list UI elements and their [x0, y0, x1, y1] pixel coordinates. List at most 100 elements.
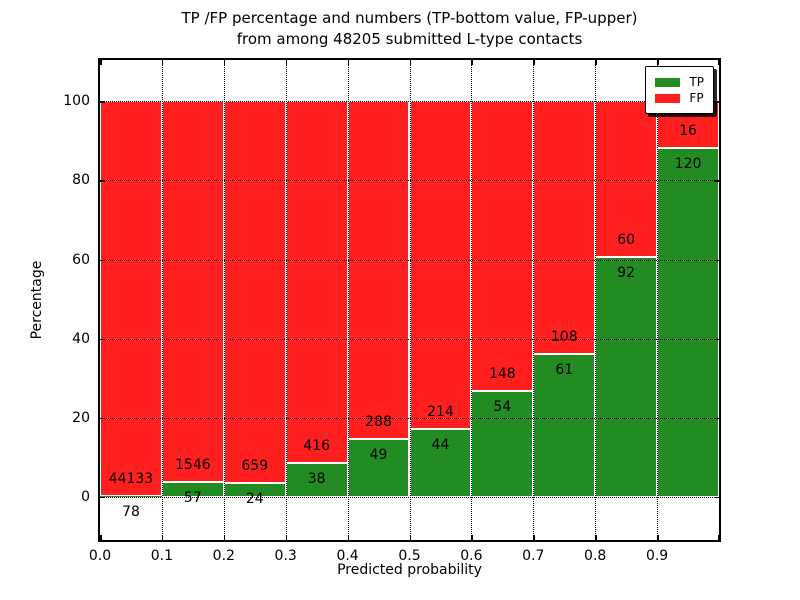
h-gridline — [100, 417, 719, 419]
x-axis-tick — [717, 60, 719, 65]
y-axis-tick — [714, 417, 719, 420]
fp-count-label: 1546 — [175, 457, 211, 474]
x-tick-label: 0.7 — [522, 548, 545, 564]
v-gridline — [347, 60, 349, 540]
bar-segment-tp — [471, 390, 534, 497]
tp-count-label: 92 — [617, 265, 636, 282]
y-axis-tick — [714, 101, 719, 103]
tp-count-label: 38 — [307, 471, 326, 488]
fp-count-label: 416 — [303, 438, 330, 455]
x-axis-tick — [100, 535, 102, 540]
v-gridline — [471, 60, 473, 540]
y-axis-tick — [714, 180, 719, 182]
bar-segment-fp — [100, 101, 162, 496]
bar-segment-fp — [285, 101, 348, 464]
x-tick-label: 0.1 — [150, 548, 174, 564]
y-axis-tick — [714, 338, 719, 341]
chart-title-line-2: from among 48205 submitted L-type contac… — [236, 30, 583, 48]
x-axis-tick — [471, 60, 473, 65]
x-axis-tick — [409, 60, 411, 65]
y-axis-label: Percentage — [29, 260, 45, 340]
x-axis-tick — [533, 60, 535, 65]
x-axis-tick — [223, 60, 226, 65]
fp-color-swatch-icon — [655, 93, 681, 103]
fp-count-label: 659 — [241, 457, 269, 474]
x-axis-tick — [285, 60, 288, 65]
bar-segment-tp — [285, 463, 348, 497]
x-axis-tick — [347, 60, 350, 65]
y-tick-label: 0 — [81, 488, 90, 505]
h-gridline — [100, 180, 719, 182]
y-axis-tick — [100, 101, 105, 103]
bar-segment-tp — [533, 353, 596, 497]
x-axis-tick — [100, 60, 102, 65]
tp-count-label: 120 — [674, 155, 702, 172]
y-tick-label: 60 — [72, 251, 90, 268]
legend: TP FP — [645, 66, 714, 114]
fp-count-label: 60 — [617, 232, 636, 249]
bar-segment-fp — [471, 101, 534, 391]
bar-segment-fp — [409, 101, 472, 430]
y-tick-label: 80 — [72, 172, 90, 189]
x-axis-tick — [595, 60, 597, 65]
x-axis-tick — [595, 535, 597, 540]
x-axis-tick — [471, 535, 473, 540]
tp-count-label: 78 — [122, 503, 140, 520]
x-tick-label: 0.9 — [645, 548, 669, 564]
x-tick-label: 0.8 — [584, 548, 607, 564]
fp-count-label: 288 — [365, 414, 392, 431]
x-tick-label: 0.3 — [274, 548, 297, 564]
y-tick-label: 40 — [72, 330, 90, 347]
x-axis-label: Predicted probability — [337, 562, 482, 578]
bar-segment-tp — [100, 495, 162, 497]
tp-count-label: 44 — [431, 437, 450, 454]
x-axis-tick — [347, 535, 350, 540]
x-axis-tick — [409, 535, 411, 540]
legend-row-tp: TP — [655, 75, 704, 89]
x-tick-label: 0.0 — [88, 548, 112, 564]
tp-color-swatch-icon — [655, 77, 681, 87]
v-gridline — [285, 60, 287, 540]
v-gridline — [533, 60, 535, 540]
bar-segment-tp — [409, 429, 472, 497]
legend-label-fp: FP — [689, 91, 704, 105]
x-axis-tick — [717, 535, 719, 540]
y-axis-tick — [714, 496, 719, 499]
legend-label-tp: TP — [689, 75, 704, 89]
bar-segment-fp — [533, 101, 596, 354]
legend-row-fp: FP — [655, 91, 704, 105]
tp-count-label: 24 — [245, 490, 264, 507]
h-gridline — [100, 496, 719, 498]
bar-segment-tp — [657, 147, 719, 497]
h-gridline — [100, 259, 719, 261]
h-gridline — [100, 101, 719, 103]
tp-count-label: 57 — [183, 490, 202, 507]
x-axis-tick — [161, 60, 164, 65]
fp-count-label: 148 — [488, 365, 516, 382]
bar-segment-fp — [347, 101, 410, 440]
y-axis-tick — [100, 180, 105, 182]
tp-count-label: 61 — [555, 361, 574, 378]
chart-title: TP /FP percentage and numbers (TP-bottom… — [100, 8, 719, 50]
x-axis-tick — [657, 60, 659, 65]
fp-count-label: 44133 — [108, 470, 154, 487]
bar-segment-tp — [595, 257, 658, 497]
plot-area: TP FP 44133 78 1546 57 659 24 416 38 288 49 214 44 1… — [98, 58, 721, 542]
y-axis-tick — [100, 338, 105, 341]
bar-segment-fp — [161, 101, 224, 483]
v-gridline — [161, 60, 163, 540]
bar-segment-fp — [595, 101, 658, 258]
x-tick-label: 0.4 — [336, 548, 359, 564]
x-axis-tick — [533, 535, 535, 540]
tp-count-label: 54 — [493, 398, 512, 415]
x-tick-label: 0.6 — [460, 548, 483, 564]
v-gridline — [595, 60, 597, 540]
bar-segment-tp — [347, 439, 410, 497]
y-tick-label: 20 — [72, 409, 90, 426]
y-axis-tick — [714, 259, 719, 261]
fp-count-label: 214 — [427, 404, 454, 421]
x-axis-tick — [223, 535, 226, 540]
y-axis-tick — [100, 496, 105, 499]
fp-count-label: 108 — [550, 328, 578, 345]
